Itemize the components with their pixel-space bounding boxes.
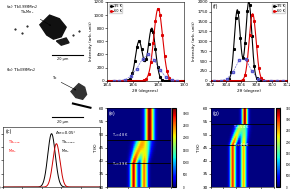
Text: (g): (g) [212, 111, 219, 116]
Y-axis label: T (K): T (K) [197, 143, 201, 153]
35 K [285, 80, 289, 82]
Text: T$_2$=48 K: T$_2$=48 K [112, 132, 129, 139]
Text: (d): (d) [109, 4, 116, 9]
35 K [142, 59, 146, 61]
Text: T$_2$=54 K: T$_2$=54 K [233, 123, 249, 131]
35 K [142, 57, 145, 60]
Text: 20 μm: 20 μm [57, 57, 69, 61]
35 K [105, 80, 109, 82]
60 K [245, 63, 249, 65]
60 K [246, 59, 249, 61]
Text: (e): (e) [109, 111, 116, 116]
60 K [272, 80, 275, 82]
Text: T$_2$=39 K: T$_2$=39 K [112, 160, 129, 168]
60 K [255, 41, 258, 43]
Legend: 35 K, 60 K: 35 K, 60 K [272, 4, 285, 13]
Text: Δre=0.05°: Δre=0.05° [57, 131, 77, 135]
35 K [250, 37, 254, 39]
35 K [151, 29, 155, 32]
35 K [255, 76, 258, 78]
Y-axis label: T (K): T (K) [94, 143, 98, 153]
Line: 35 K: 35 K [106, 27, 184, 81]
60 K [151, 46, 155, 48]
Text: (f): (f) [213, 4, 218, 9]
35 K [247, 1, 251, 3]
35 K [150, 27, 153, 29]
X-axis label: 2θ (degrees): 2θ (degrees) [132, 89, 158, 93]
60 K [142, 79, 145, 81]
Y-axis label: Intensity (arb. unit): Intensity (arb. unit) [88, 21, 93, 61]
60 K [284, 80, 287, 82]
Text: Tb$_x$Mn$_y$: Tb$_x$Mn$_y$ [20, 9, 50, 25]
60 K [168, 78, 172, 80]
Text: 20 μm: 20 μm [57, 120, 69, 124]
60 K [147, 73, 150, 75]
60 K [250, 14, 254, 16]
Line: 60 K: 60 K [210, 13, 288, 81]
Text: (c): (c) [6, 129, 12, 134]
35 K [272, 80, 275, 82]
35 K [246, 9, 249, 12]
35 K [180, 80, 184, 82]
60 K [105, 80, 109, 82]
Text: T$_1$=46 K: T$_1$=46 K [233, 141, 249, 149]
35 K [209, 80, 212, 82]
60 K [157, 7, 160, 10]
60 K [180, 80, 184, 82]
Polygon shape [71, 84, 87, 99]
Legend: 35 K, 60 K: 35 K, 60 K [109, 4, 122, 13]
Text: Tb$_{0.9999}$
Mn$_2$: Tb$_{0.9999}$ Mn$_2$ [61, 139, 76, 155]
Polygon shape [57, 38, 69, 45]
Line: 60 K: 60 K [106, 8, 184, 81]
Text: Tb$_{0.999}$
Mn$_2$: Tb$_{0.999}$ Mn$_2$ [8, 139, 21, 155]
35 K [284, 80, 287, 82]
60 K [182, 80, 185, 82]
Line: 35 K: 35 K [210, 1, 288, 81]
35 K [182, 80, 185, 82]
Text: Tb: Tb [52, 77, 76, 90]
Y-axis label: Intensity (arb. unit): Intensity (arb. unit) [192, 21, 196, 61]
35 K [147, 43, 150, 46]
Polygon shape [40, 15, 66, 39]
60 K [209, 80, 212, 82]
X-axis label: 2θ (degree): 2θ (degree) [237, 89, 261, 93]
60 K [251, 13, 254, 15]
60 K [142, 79, 146, 81]
Text: (b) Tb$_{0.99}$Mn$_2$: (b) Tb$_{0.99}$Mn$_2$ [6, 66, 36, 74]
35 K [168, 80, 172, 82]
Text: (a) Tb$_{0.999}$Mn$_2$: (a) Tb$_{0.999}$Mn$_2$ [6, 4, 38, 11]
35 K [245, 15, 249, 18]
60 K [285, 80, 289, 82]
